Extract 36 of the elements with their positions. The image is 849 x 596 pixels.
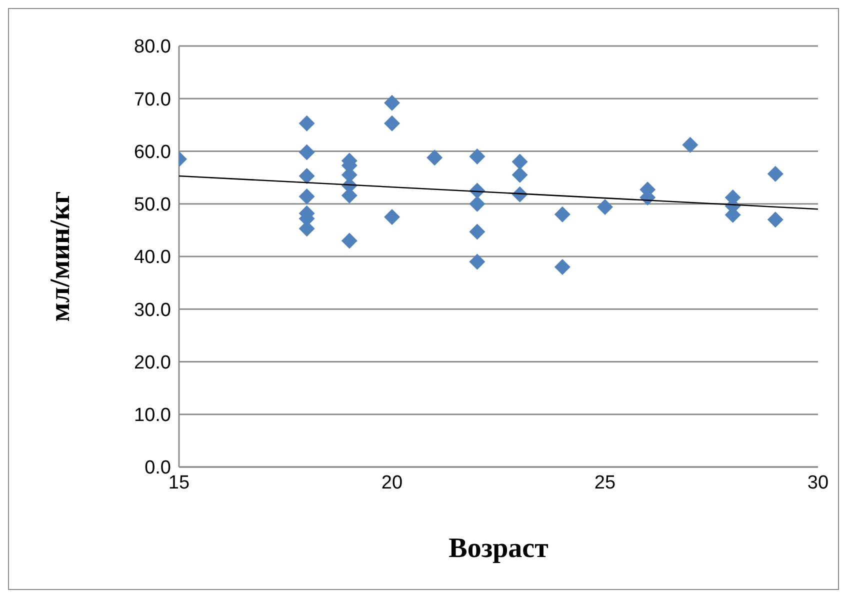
y-tick-label: 50.0 <box>134 194 171 216</box>
point <box>298 144 315 160</box>
y-tick-label: 20.0 <box>134 352 171 374</box>
x-tick-label: 15 <box>168 472 190 494</box>
y-tick-label: 70.0 <box>134 89 171 110</box>
point <box>512 154 528 170</box>
point <box>469 224 486 240</box>
point <box>469 148 486 165</box>
point <box>298 168 315 184</box>
point <box>767 212 784 228</box>
point <box>597 199 613 216</box>
point <box>554 259 570 276</box>
x-axis-title: Возраст <box>448 533 549 564</box>
y-tick-label: 40.0 <box>134 247 171 268</box>
point <box>384 94 400 111</box>
point <box>469 196 486 212</box>
x-tick-label: 30 <box>807 472 829 494</box>
y-tick-label: 80.0 <box>134 36 171 58</box>
y-tick-label: 60.0 <box>134 142 171 163</box>
point <box>512 166 528 183</box>
y-tick-label: 10.0 <box>134 405 171 426</box>
point <box>554 206 570 222</box>
x-tick-label: 20 <box>381 472 403 494</box>
point <box>341 232 358 249</box>
point <box>384 209 400 226</box>
point <box>298 115 315 132</box>
point <box>767 166 784 182</box>
point <box>298 188 315 205</box>
point <box>426 150 443 166</box>
y-axis-title: мл/мин/кг <box>44 191 76 322</box>
point <box>682 136 698 153</box>
y-tick-label: 30.0 <box>134 300 171 321</box>
y-tick-label: 0.0 <box>144 458 171 479</box>
x-tick-label: 25 <box>594 472 616 494</box>
point <box>384 115 400 132</box>
point <box>469 254 486 270</box>
